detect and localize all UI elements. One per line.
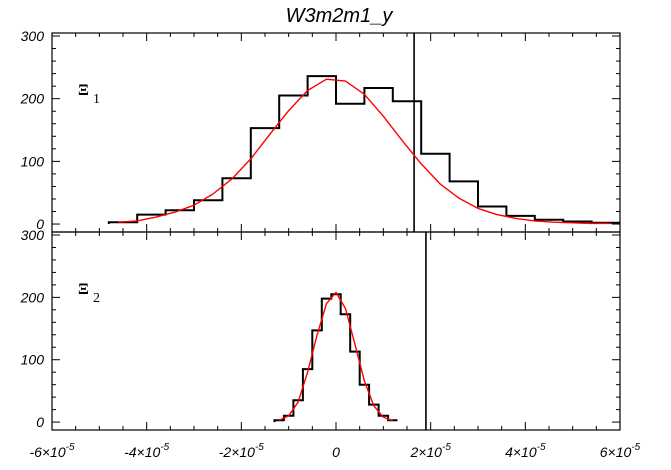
x-tick-label: -2×10-5 — [219, 442, 265, 460]
panel-2: 0 100 200 300 Ξ2 — [20, 227, 621, 431]
y-tick-label: 0 — [36, 414, 44, 430]
x-tick-label: 4×10-5 — [505, 442, 546, 460]
plot-frame — [51, 32, 621, 233]
panel-1: 0 100 200 300 Ξ1 — [20, 28, 621, 233]
fit-curve — [278, 291, 394, 422]
x-tick-label: 0 — [332, 444, 340, 460]
fit-curve — [118, 78, 611, 225]
chart-title: W3m2m1_y — [286, 5, 394, 27]
panel-label: Ξ — [78, 82, 89, 99]
histogram-series — [273, 293, 398, 423]
y-tick-label: 100 — [21, 352, 45, 368]
x-tick-label: -6×10-5 — [29, 442, 75, 460]
x-tick-label: -4×10-5 — [124, 442, 170, 460]
y-tick-label: 300 — [21, 227, 45, 243]
y-tick-label: 200 — [20, 289, 45, 305]
x-tick-label: 6×10-5 — [600, 442, 641, 460]
panel-label: Ξ — [78, 281, 89, 298]
plot-frame — [51, 231, 621, 431]
panel-label-subscript: 2 — [93, 291, 100, 306]
panel-label-subscript: 1 — [93, 92, 100, 107]
y-tick-label: 300 — [21, 28, 45, 44]
y-tick-label: 0 — [36, 216, 44, 232]
histogram-series — [107, 75, 620, 224]
y-tick-label: 100 — [21, 153, 45, 169]
y-tick-label: 200 — [20, 91, 45, 107]
x-tick-label: 2×10-5 — [409, 442, 451, 460]
